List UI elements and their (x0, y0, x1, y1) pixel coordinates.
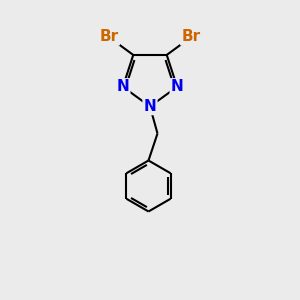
Text: N: N (144, 99, 156, 114)
Text: N: N (171, 79, 184, 94)
Text: N: N (116, 79, 129, 94)
Text: Br: Br (181, 29, 200, 44)
Text: Br: Br (100, 29, 119, 44)
